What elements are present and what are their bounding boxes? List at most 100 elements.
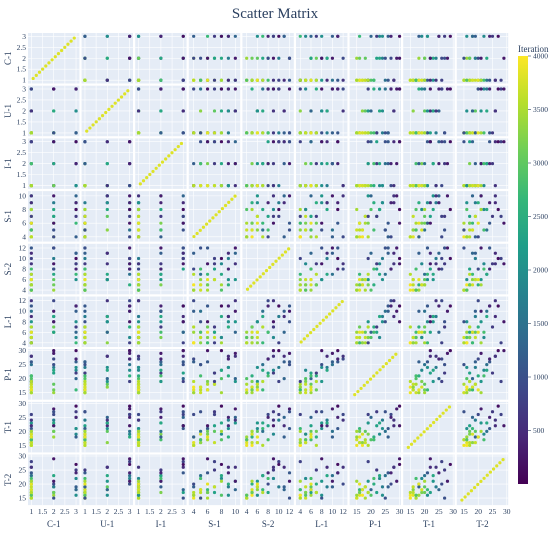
data-point [414,222,417,225]
data-point [434,184,437,187]
data-point [283,435,286,438]
data-point [52,494,55,497]
data-point [426,320,429,323]
data-point [220,315,223,318]
data-point [250,57,253,60]
data-point [355,131,358,134]
data-point [220,369,223,372]
data-point [272,184,275,187]
data-point [213,441,216,444]
diagonal-point [359,387,362,390]
data-point [367,79,370,82]
data-point [283,310,286,313]
data-point [288,140,291,143]
data-point [137,419,140,422]
data-point [462,57,465,60]
data-point [465,388,468,391]
data-point [220,140,223,143]
data-point [315,388,318,391]
data-point [227,131,230,134]
data-point [364,485,367,488]
data-point [465,131,468,134]
colorbar-tick-label: 4000 [533,52,548,61]
data-point [482,208,485,211]
data-point [137,325,140,328]
data-point [494,424,497,427]
data-point [192,131,195,134]
data-point [479,57,482,60]
data-point [213,57,216,60]
data-point [468,222,471,225]
data-point [443,215,446,218]
diagonal-point [202,226,205,229]
data-point [412,235,415,238]
data-point [159,374,162,377]
data-point [474,360,477,363]
data-point [479,278,482,281]
data-point [494,184,497,187]
diagonal-point [464,495,467,498]
data-point [137,257,140,260]
data-point [477,278,480,281]
data-point [325,201,328,204]
data-point [437,35,440,38]
data-point [331,474,334,477]
data-point [488,222,491,225]
data-point [250,444,253,447]
data-point [74,485,77,488]
data-point [30,162,33,165]
data-point [299,427,302,430]
data-point [234,109,237,112]
data-point [412,288,415,291]
panel-U-1-vs-S-1 [189,86,240,137]
data-point [256,482,259,485]
data-point [494,140,497,143]
data-point [420,283,423,286]
data-point [474,310,477,313]
x-tick-label: 4 [245,507,249,516]
data-point [488,246,491,249]
data-point [440,140,443,143]
data-point [206,288,209,291]
data-point [83,262,86,265]
diagonal-point [199,229,202,232]
data-point [52,388,55,391]
diagonal-point [423,430,426,433]
data-point [497,304,500,307]
data-point [83,485,86,488]
x-tick-label: 1.5 [145,507,155,516]
data-point [52,331,55,334]
data-point [245,341,248,344]
data-point [494,252,497,255]
data-point [369,79,372,82]
data-point [398,57,401,60]
data-point [449,87,452,90]
data-point [106,488,109,491]
data-point [106,228,109,231]
data-point [30,383,33,386]
data-point [192,310,195,313]
data-point [199,140,202,143]
data-point [159,336,162,339]
data-point [245,383,248,386]
diagonal-point [479,480,482,483]
data-point [331,246,334,249]
data-point [182,341,185,344]
data-point [369,438,372,441]
panel-U-1-vs-T-1 [403,86,454,137]
data-point [423,79,426,82]
data-point [206,380,209,383]
data-point [479,391,482,394]
data-point [392,424,395,427]
data-point [182,491,185,494]
data-point [304,377,307,380]
panel-T-2-vs-T-1 [403,455,454,506]
data-point [331,430,334,433]
data-point [417,79,420,82]
data-point [199,341,202,344]
diagonal-point [407,446,410,449]
data-point [355,494,358,497]
data-point [389,267,392,270]
diagonal-point [467,492,470,495]
data-point [502,57,505,60]
